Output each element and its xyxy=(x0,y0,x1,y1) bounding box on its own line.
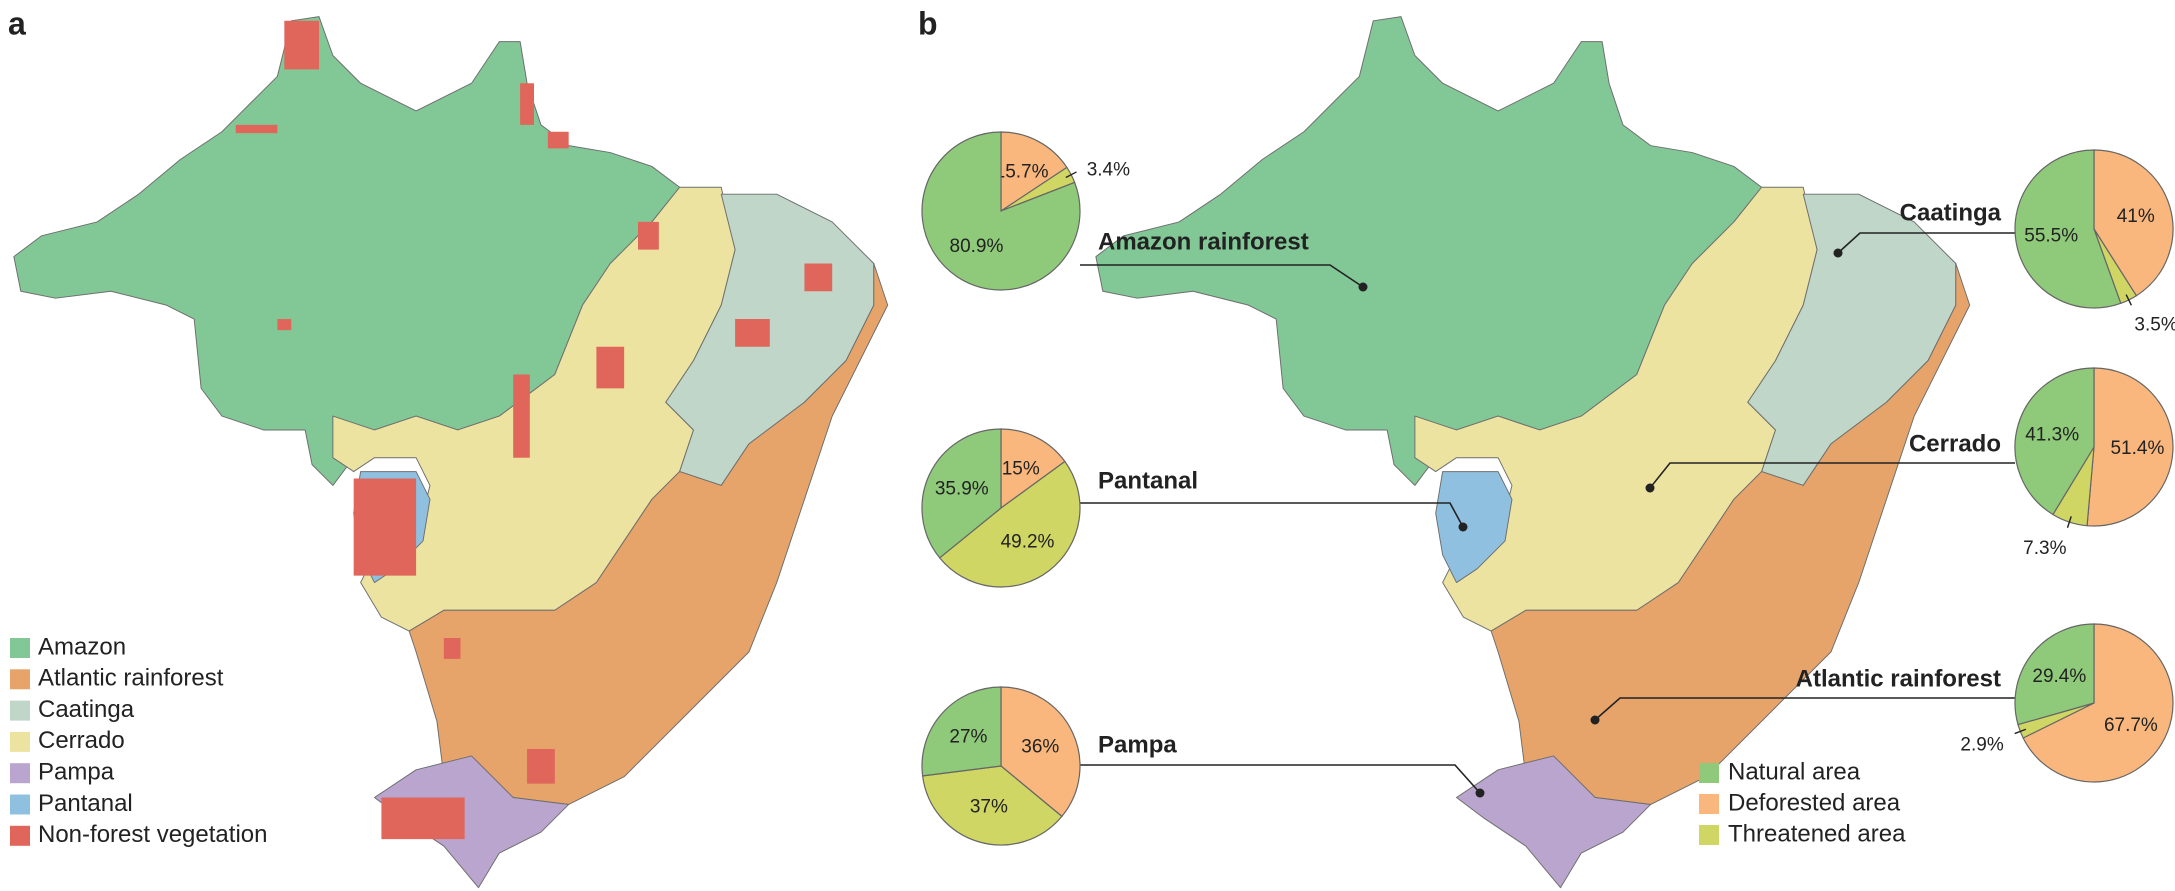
value-label: 15% xyxy=(1002,458,1040,479)
pie-slice xyxy=(1000,131,1068,213)
pie-slice xyxy=(938,460,1081,588)
pie-slice xyxy=(921,765,1063,846)
value-label: 36% xyxy=(1021,737,1059,758)
region-label: Amazon rainforest xyxy=(1098,228,1309,255)
pie-slice xyxy=(921,131,1081,291)
legend-swatch xyxy=(10,731,30,752)
pie-slice xyxy=(2014,149,2122,309)
value-label: 55.5% xyxy=(2024,225,2078,246)
value-label: 29.4% xyxy=(2032,666,2086,687)
value-label: 15.7% xyxy=(995,162,1049,183)
legend-label: Caatinga xyxy=(38,696,135,723)
value-label: 2.9% xyxy=(1960,734,2003,755)
panel-label: b xyxy=(918,5,938,41)
pie-slice xyxy=(2014,367,2095,516)
value-label: 7.3% xyxy=(2023,538,2066,559)
region-label: Pampa xyxy=(1098,731,1177,758)
legend-swatch xyxy=(1699,763,1719,783)
biome-map xyxy=(13,16,889,889)
pie-slice xyxy=(2022,623,2174,783)
legend-swatch xyxy=(1699,825,1719,845)
value-label: 41.3% xyxy=(2025,424,2079,445)
legend-label: Natural area xyxy=(1728,758,1861,785)
legend-label: Non-forest vegetation xyxy=(38,821,267,848)
legend-swatch xyxy=(10,638,30,658)
label-leader xyxy=(2125,294,2133,306)
region-label: Atlantic rainforest xyxy=(1796,665,2001,692)
value-label: 3.5% xyxy=(2134,315,2175,336)
label-leader xyxy=(2066,516,2072,528)
pie-slice xyxy=(1000,686,1081,818)
value-label: 37% xyxy=(970,797,1008,818)
pie-slice xyxy=(921,686,1002,777)
value-label: 80.9% xyxy=(950,236,1004,257)
legend-label: Amazon xyxy=(38,633,126,660)
pie-slice xyxy=(2086,367,2174,527)
map-a xyxy=(13,16,889,889)
value-label: 27% xyxy=(949,726,987,747)
legend-label: Pantanal xyxy=(38,790,133,817)
legend-swatch xyxy=(1699,794,1719,814)
legend-swatch xyxy=(10,794,30,815)
legend-label: Deforested area xyxy=(1728,789,1901,816)
value-label: 51.4% xyxy=(2110,438,2164,459)
legend-swatch xyxy=(10,763,30,784)
legend-swatch xyxy=(10,825,30,846)
value-label: 3.4% xyxy=(1087,160,1130,181)
legend-label: Threatened area xyxy=(1728,820,1906,847)
legend-label: Atlantic rainforest xyxy=(38,665,224,692)
pie-slice xyxy=(2014,623,2095,726)
region-label: Cerrado xyxy=(1909,430,2001,457)
legend-label: Pampa xyxy=(38,759,115,786)
panel-label: a xyxy=(8,5,26,41)
label-leader xyxy=(1065,171,1077,179)
legend-swatch xyxy=(10,669,30,690)
pie-slice xyxy=(921,428,1002,559)
legend-label: Cerrado xyxy=(38,727,125,754)
leaders xyxy=(1080,232,2015,798)
value-label: 49.2% xyxy=(1001,531,1055,552)
region-label: Pantanal xyxy=(1098,467,1198,494)
value-label: 67.7% xyxy=(2104,715,2158,736)
value-label: 35.9% xyxy=(935,478,989,499)
legend-swatch xyxy=(10,700,30,721)
value-label: 41% xyxy=(2117,206,2155,227)
label-leader xyxy=(2014,728,2027,735)
region-label: Caatinga xyxy=(1900,199,2002,226)
pie-slice xyxy=(1000,428,1066,510)
biome-map-b xyxy=(1095,16,1971,889)
